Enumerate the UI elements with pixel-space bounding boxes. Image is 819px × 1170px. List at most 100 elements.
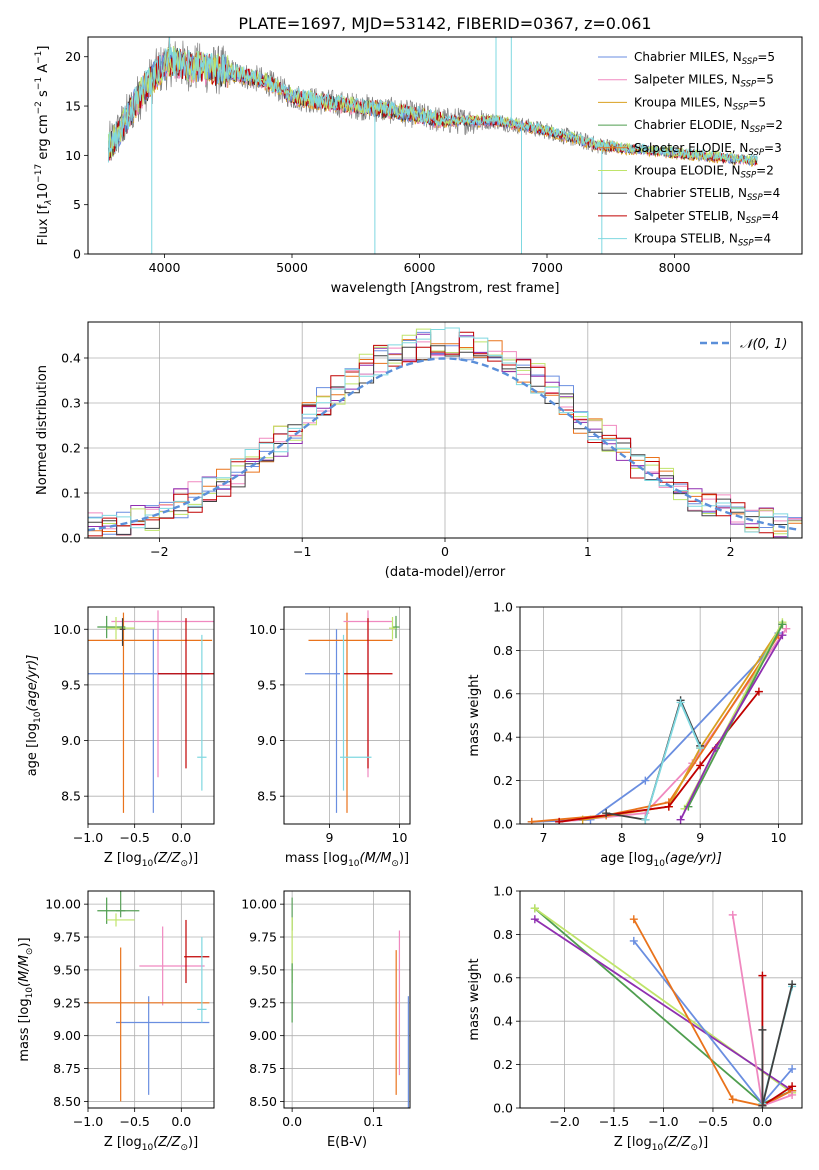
errorbar-point — [88, 612, 213, 813]
errorbar-point — [106, 913, 135, 927]
weight-point-marker — [758, 1101, 767, 1108]
normal-curve — [88, 357, 800, 532]
y-tick-label: 1.0 — [493, 884, 513, 899]
y-tick-label: 8.50 — [249, 1094, 277, 1109]
x-tick-label: 9 — [326, 830, 334, 845]
legend-entry: Salpeter ELODIE, NSSP=3 — [634, 141, 782, 158]
x-tick-label: 0.0 — [282, 1114, 302, 1129]
weight-point-marker — [788, 980, 797, 989]
y-tick-label: 9.75 — [249, 930, 277, 945]
x-tick-label: 10 — [392, 830, 408, 845]
weight-point-marker — [728, 910, 737, 919]
weight-series-line — [582, 623, 784, 821]
mass_vs_ebv-frame — [283, 890, 411, 1109]
spectrum-legend: Chabrier MILES, NSSP=5 Salpeter MILES, NS… — [598, 50, 783, 249]
mass_vs_Z-frame — [87, 890, 215, 1109]
age_vs_mass-plot-area — [305, 610, 400, 813]
weight-series-line — [531, 632, 780, 823]
x-tick-label: 0.1 — [363, 1114, 383, 1129]
y-tick-label: 5 — [73, 197, 81, 212]
y-tick-label: 10.0 — [53, 622, 81, 637]
y-tick-label: 8.75 — [53, 1061, 81, 1076]
y-tick-label: 9.50 — [53, 962, 81, 977]
x-tick-label: 0 — [441, 544, 449, 559]
weight-point-marker — [555, 817, 564, 824]
age_vs_Z-axes: −1.0 −0.5 0.0 8.5 9.0 9.5 10.0 Z [log10(Z/Z⊙)] a… — [25, 606, 215, 869]
x-tick-label: 2 — [727, 544, 735, 559]
x-axis-label: Z [log10(Z/Z⊙)] — [104, 1135, 198, 1153]
x-axis-label: Z [log10(Z/Z⊙)] — [614, 1135, 708, 1153]
errorbar-point — [119, 618, 126, 646]
y-axis-label: Normed distribution — [35, 365, 50, 495]
y-tick-label: 9.25 — [53, 995, 81, 1010]
weight-point-marker — [641, 815, 650, 824]
residual-legend: 𝒩(0, 1) — [700, 337, 787, 352]
x-tick-label: 6000 — [404, 260, 436, 275]
residual-histogram — [88, 331, 802, 538]
y-tick-label: 0.2 — [61, 441, 81, 456]
residual-histogram — [88, 327, 802, 538]
errorbar-point — [197, 634, 207, 791]
y-tick-label: 9.0 — [61, 733, 81, 748]
x-tick-label: 8000 — [659, 260, 691, 275]
x-tick-label: −1.0 — [73, 830, 103, 845]
age_vs_Z-plot-area — [88, 610, 214, 813]
y-tick-label: 10.00 — [241, 897, 277, 912]
weight-series-line — [534, 918, 793, 1092]
y-tick-label: 8.5 — [61, 789, 81, 804]
weight-point-marker — [664, 802, 673, 811]
weight-point-marker — [530, 904, 539, 913]
x-tick-label: 9 — [696, 830, 704, 845]
weight-point-marker — [676, 815, 685, 824]
y-tick-label: 10.00 — [45, 897, 81, 912]
legend-entry: Kroupa ELODIE, NSSP=2 — [634, 164, 774, 181]
y-axis-label: mass [log10(M/M⊙)] — [17, 937, 35, 1061]
x-axis-label: Z [log10(Z/Z⊙)] — [104, 851, 198, 869]
weight-point-marker — [788, 1090, 797, 1099]
weight-point-marker — [754, 687, 763, 696]
mass_vs_ebv-plot-area — [291, 897, 409, 1108]
y-tick-label: 1.0 — [493, 600, 513, 615]
y-tick-label: 8.75 — [249, 1061, 277, 1076]
spectrum-model-line — [107, 47, 758, 165]
weight-point-marker — [641, 776, 650, 785]
mass_vs_Z-axes: −1.0 −0.5 0.0 8.50 8.75 9.00 9.25 9.50 9.75 10.00… — [17, 890, 215, 1153]
residuals-plot-area — [88, 327, 802, 538]
y-tick-label: 0.0 — [493, 817, 513, 832]
y-axis-label: age [log10(age/yr)] — [25, 655, 43, 777]
spectrum-frame — [87, 36, 803, 255]
y-tick-label: 9.00 — [53, 1028, 81, 1043]
errorbar-point — [184, 919, 210, 984]
x-tick-label: −1 — [293, 544, 311, 559]
legend-entry: Chabrier ELODIE, NSSP=2 — [634, 118, 783, 135]
y-tick-label: 9.00 — [249, 1028, 277, 1043]
errorbar-point — [88, 629, 210, 813]
y-tick-label: 0.4 — [493, 1014, 513, 1029]
y-tick-label: 0.6 — [493, 970, 513, 985]
x-tick-label: −0.5 — [698, 1114, 728, 1129]
legend-entry: Kroupa MILES, NSSP=5 — [634, 95, 766, 112]
errorbar-point — [389, 617, 396, 640]
x-axis-label: wavelength [Angstrom, rest frame] — [331, 281, 560, 296]
weight-point-marker — [527, 817, 536, 824]
y-tick-label: 9.75 — [53, 930, 81, 945]
errorbar-point — [392, 615, 400, 639]
weight_vs_age-axes: 7 8 9 10 0.0 0.2 0.4 0.6 0.8 1.0 mass weight age [l… — [467, 600, 803, 869]
weight_vs_age-plot-area — [527, 618, 791, 824]
weight-series-line — [606, 697, 702, 821]
x-tick-label: 7 — [540, 830, 548, 845]
x-tick-label: −1.5 — [599, 1114, 629, 1129]
spectrum-axes: 4000 5000 6000 7000 8000 0 5 10 15 20 wavelength [… — [34, 36, 803, 296]
y-tick-label: 9.5 — [257, 677, 277, 692]
errorbar-point — [308, 612, 393, 813]
weight-point-marker — [778, 620, 787, 629]
y-axis-label: Flux [fλ10−17 erg cm−2 s−1 A−1] — [34, 46, 54, 246]
weight-point-marker — [782, 624, 791, 633]
y-tick-label: 0.3 — [61, 396, 81, 411]
y-tick-label: 0.2 — [493, 1057, 513, 1072]
y-tick-label: 0.8 — [493, 927, 513, 942]
age_vs_mass-axes: 9 10 8.5 9.0 9.5 10.0 mass [log10(M/M⊙)] — [249, 606, 411, 869]
spectrum-plot-area — [107, 37, 758, 254]
weight-point-marker — [696, 744, 705, 753]
